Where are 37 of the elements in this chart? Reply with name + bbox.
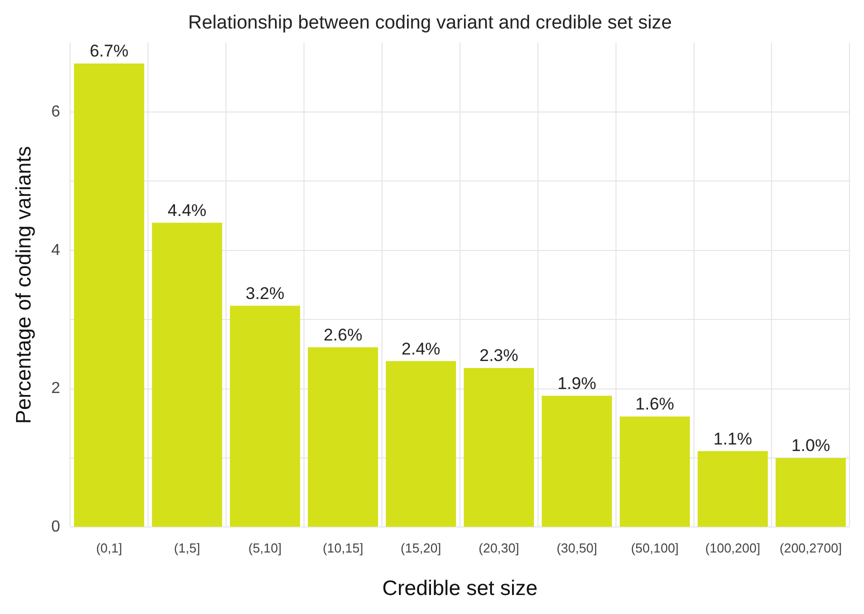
x-tick-label: (20,30] bbox=[478, 540, 520, 556]
y-tick-label: 0 bbox=[51, 518, 60, 536]
data-label: 2.4% bbox=[402, 339, 440, 358]
y-axis-title: Percentage of coding variants bbox=[12, 146, 36, 424]
bar bbox=[74, 64, 144, 527]
data-label: 4.4% bbox=[168, 200, 206, 220]
bar bbox=[230, 306, 300, 527]
bar bbox=[776, 458, 846, 527]
y-tick-label: 6 bbox=[51, 103, 60, 120]
x-tick-label: (10,15] bbox=[322, 540, 364, 556]
chart-title: Relationship between coding variant and credible set size bbox=[188, 12, 672, 34]
data-label: 6.7% bbox=[90, 42, 128, 61]
bar bbox=[152, 222, 222, 527]
y-tick-label: 2 bbox=[51, 380, 60, 398]
bar bbox=[386, 361, 456, 527]
x-tick-label: (200,2700] bbox=[780, 540, 842, 556]
x-axis-title: Credible set size bbox=[382, 577, 538, 600]
x-tick-label: (5,10] bbox=[248, 540, 282, 556]
data-label: 3.2% bbox=[246, 284, 284, 303]
bar bbox=[542, 396, 612, 527]
x-tick-label: (15,20] bbox=[400, 540, 442, 556]
data-label: 2.3% bbox=[480, 346, 518, 366]
data-label: 2.6% bbox=[324, 325, 362, 344]
data-label: 1.9% bbox=[557, 374, 596, 393]
data-label: 1.6% bbox=[635, 394, 674, 414]
bar bbox=[308, 347, 378, 527]
x-tick-label: (100,200] bbox=[705, 540, 760, 556]
bar bbox=[464, 368, 534, 527]
x-tick-label: (1,5] bbox=[174, 540, 200, 556]
data-label: 1.1% bbox=[713, 429, 752, 448]
y-tick-label: 4 bbox=[51, 242, 60, 259]
x-tick-label: (50,100] bbox=[630, 540, 679, 556]
bar bbox=[620, 416, 690, 527]
x-tick-label: (30,50] bbox=[556, 540, 598, 556]
bar bbox=[698, 451, 768, 527]
data-label: 1.0% bbox=[791, 436, 830, 456]
x-tick-label: (0,1] bbox=[96, 540, 122, 556]
